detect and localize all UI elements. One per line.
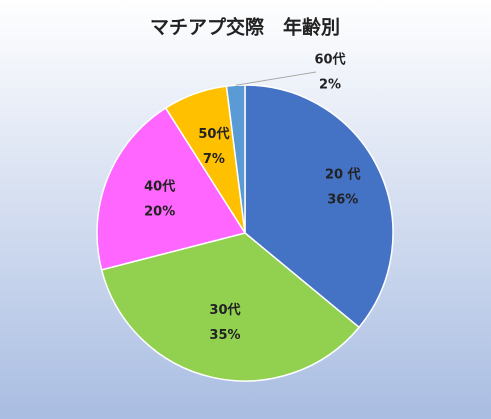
data-label-category: 40代 — [144, 179, 175, 195]
data-label-category: 20 代 — [325, 166, 361, 182]
data-label-category: 60代 — [314, 52, 345, 68]
pie-slice — [244, 84, 394, 329]
data-label-value: 35% — [209, 328, 240, 343]
leader-line — [235, 71, 317, 86]
data-label-category: 30代 — [209, 302, 240, 318]
data-label-value: 2% — [319, 78, 341, 93]
data-label-value: 36% — [327, 192, 358, 207]
pie-slice — [96, 107, 247, 271]
chart-title: マチアプ交際 年齢別 — [150, 16, 340, 39]
data-label-category: 50代 — [198, 126, 229, 142]
pie-slice — [100, 232, 361, 382]
data-label-value: 7% — [203, 152, 225, 167]
data-label-value: 20% — [144, 205, 175, 220]
